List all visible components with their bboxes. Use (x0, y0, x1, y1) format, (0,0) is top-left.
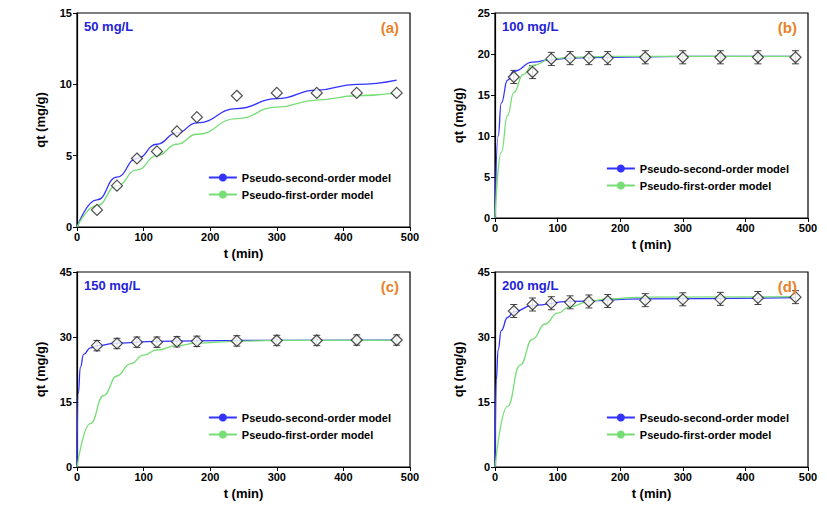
svg-text:100: 100 (548, 471, 566, 483)
svg-text:(d): (d) (778, 278, 797, 295)
svg-text:t (min): t (min) (224, 246, 264, 261)
svg-text:qt (mg/g): qt (mg/g) (33, 92, 48, 148)
svg-text:200: 200 (611, 471, 629, 483)
svg-text:45: 45 (60, 266, 72, 278)
svg-text:500: 500 (799, 471, 817, 483)
svg-text:30: 30 (60, 331, 72, 343)
svg-text:15: 15 (478, 396, 490, 408)
svg-text:0: 0 (66, 221, 72, 233)
svg-text:0: 0 (492, 222, 498, 234)
svg-text:300: 300 (268, 231, 286, 243)
svg-text:50 mg/L: 50 mg/L (84, 19, 133, 34)
svg-text:15: 15 (478, 89, 490, 101)
svg-text:400: 400 (736, 471, 754, 483)
svg-text:0: 0 (66, 461, 72, 473)
svg-text:Pseudo-second-order model: Pseudo-second-order model (242, 412, 391, 424)
svg-text:300: 300 (674, 222, 692, 234)
svg-text:500: 500 (401, 471, 419, 483)
svg-text:10: 10 (478, 130, 490, 142)
svg-text:400: 400 (334, 471, 352, 483)
svg-text:500: 500 (401, 231, 419, 243)
svg-text:qt (mg/g): qt (mg/g) (451, 88, 466, 144)
svg-text:5: 5 (66, 150, 72, 162)
svg-text:150 mg/L: 150 mg/L (84, 278, 140, 293)
svg-text:t (min): t (min) (224, 486, 264, 501)
svg-text:300: 300 (268, 471, 286, 483)
svg-text:Pseudo-first-order model: Pseudo-first-order model (640, 180, 771, 192)
svg-text:100: 100 (134, 231, 152, 243)
svg-text:qt (mg/g): qt (mg/g) (33, 342, 48, 398)
svg-text:Pseudo-second-order model: Pseudo-second-order model (242, 172, 391, 184)
svg-text:Pseudo-first-order model: Pseudo-first-order model (640, 429, 771, 441)
svg-text:200 mg/L: 200 mg/L (502, 278, 558, 293)
svg-text:10: 10 (60, 78, 72, 90)
svg-text:0: 0 (492, 471, 498, 483)
svg-text:0: 0 (74, 231, 80, 243)
svg-text:t (min): t (min) (632, 486, 672, 501)
svg-text:400: 400 (334, 231, 352, 243)
svg-text:0: 0 (74, 471, 80, 483)
svg-text:Pseudo-first-order model: Pseudo-first-order model (242, 189, 373, 201)
svg-text:200: 200 (611, 222, 629, 234)
svg-text:15: 15 (60, 396, 72, 408)
svg-text:25: 25 (478, 7, 490, 19)
svg-text:400: 400 (736, 222, 754, 234)
svg-text:20: 20 (478, 48, 490, 60)
svg-text:300: 300 (674, 471, 692, 483)
svg-text:Pseudo-first-order model: Pseudo-first-order model (242, 429, 373, 441)
svg-text:5: 5 (484, 171, 490, 183)
svg-text:15: 15 (60, 7, 72, 19)
svg-text:100: 100 (134, 471, 152, 483)
svg-text:Pseudo-second-order model: Pseudo-second-order model (640, 412, 789, 424)
svg-text:qt (mg/g): qt (mg/g) (451, 342, 466, 398)
svg-text:0: 0 (484, 212, 490, 224)
svg-text:(a): (a) (381, 19, 399, 36)
svg-text:200: 200 (201, 231, 219, 243)
svg-text:500: 500 (799, 222, 817, 234)
svg-text:100: 100 (548, 222, 566, 234)
svg-text:45: 45 (478, 266, 490, 278)
svg-text:0: 0 (484, 461, 490, 473)
svg-text:Pseudo-second-order model: Pseudo-second-order model (640, 163, 789, 175)
svg-text:100 mg/L: 100 mg/L (502, 19, 558, 34)
svg-text:200: 200 (201, 471, 219, 483)
svg-text:30: 30 (478, 331, 490, 343)
svg-text:t (min): t (min) (632, 237, 672, 252)
svg-text:(c): (c) (381, 278, 399, 295)
svg-text:(b): (b) (778, 19, 797, 36)
